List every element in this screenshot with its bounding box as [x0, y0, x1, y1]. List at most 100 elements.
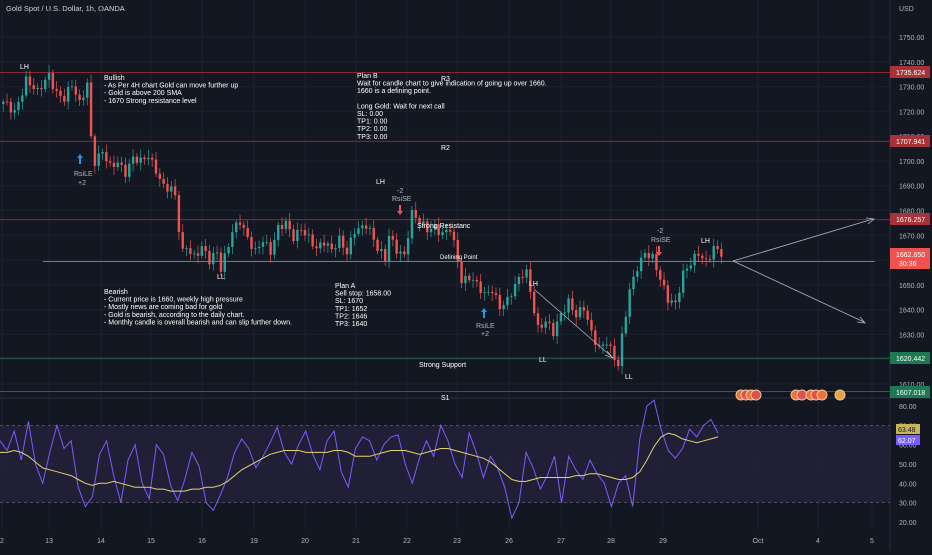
candle-body	[448, 229, 452, 232]
candle-body	[242, 224, 246, 228]
candle-body	[586, 310, 589, 320]
candle	[147, 150, 150, 166]
candle	[212, 246, 215, 271]
candle	[227, 243, 230, 258]
price-tick-label: 1730.00	[899, 85, 924, 92]
lh-marker-3: LH	[529, 281, 538, 288]
bullish-note-line: - 1670 Strong resistance level	[104, 98, 197, 105]
candle	[166, 177, 169, 199]
candle-body	[231, 232, 234, 247]
candle-body	[399, 251, 402, 254]
candle	[540, 317, 544, 333]
candle-body	[108, 161, 112, 163]
candle-body	[181, 232, 184, 249]
candle-body	[66, 87, 70, 102]
candle	[51, 69, 55, 94]
lh-marker-2: LH	[376, 179, 385, 186]
candle-body	[395, 239, 398, 254]
rsi-tick-label: 30.00	[899, 501, 917, 508]
candle-body	[479, 281, 482, 294]
candle-body	[414, 210, 417, 218]
candle	[651, 251, 654, 264]
candle	[448, 222, 452, 236]
candle	[5, 93, 9, 106]
candle	[40, 80, 43, 97]
defining-point-label: Defining Point	[440, 255, 478, 261]
candle	[575, 304, 578, 326]
candle	[678, 286, 681, 309]
candle-body	[277, 225, 280, 240]
candle-body	[529, 269, 532, 292]
candle	[319, 238, 322, 254]
candle	[704, 250, 708, 267]
candle-body	[510, 296, 513, 298]
candle	[261, 236, 265, 255]
ll-marker-3: LL	[625, 374, 633, 381]
candle-body	[662, 279, 666, 286]
candle-body	[429, 228, 433, 233]
candle-body	[471, 279, 475, 281]
candle-body	[655, 254, 658, 271]
candle	[617, 355, 620, 371]
candle	[66, 81, 70, 110]
candle-body	[189, 248, 192, 254]
candle	[452, 226, 456, 248]
candle	[162, 172, 165, 189]
candle-body	[441, 232, 444, 235]
rsi-pane	[0, 399, 890, 520]
candle-body	[666, 285, 670, 303]
candle	[21, 88, 24, 110]
candle-body	[254, 248, 257, 249]
candle-body	[223, 253, 226, 272]
rsi-line	[0, 399, 719, 520]
x-tick-label: Oct	[753, 538, 764, 545]
r3-label: R3	[441, 76, 450, 83]
candle	[330, 235, 333, 254]
candle-body	[494, 293, 498, 295]
candle	[353, 227, 356, 246]
candle	[613, 338, 616, 367]
candle-body	[147, 157, 150, 160]
candle-body	[540, 324, 544, 328]
candle-body	[13, 110, 16, 113]
candle	[475, 275, 479, 287]
candle	[372, 220, 375, 248]
candle	[441, 226, 444, 239]
candle	[487, 285, 490, 296]
candle	[235, 219, 238, 239]
candle-body	[628, 289, 631, 317]
x-tick-label: 29	[659, 538, 667, 545]
candle-body	[685, 268, 689, 271]
svg-text:1676.257: 1676.257	[896, 217, 925, 224]
candle	[510, 293, 513, 305]
candle-body	[9, 101, 13, 113]
svg-text:1735.624: 1735.624	[896, 70, 925, 77]
candle-body	[418, 217, 421, 224]
candle	[552, 319, 555, 341]
candle	[36, 83, 39, 96]
candle	[89, 74, 93, 140]
bullish-note-line: - Gold is above 200 SMA	[104, 90, 182, 97]
candle-body	[555, 321, 559, 337]
candle-body	[315, 246, 318, 249]
candle-body	[193, 253, 196, 255]
svg-text:63.48: 63.48	[898, 427, 916, 434]
candle-body	[44, 79, 47, 90]
plan-b-note-line: Long Gold: Wait for next call	[357, 103, 445, 110]
x-tick-label: 27	[557, 538, 565, 545]
candle	[368, 224, 372, 235]
strong-support-price-tag: 1620.442	[890, 352, 930, 364]
candle	[86, 78, 89, 106]
bearish-note-line: Bearish	[104, 289, 128, 296]
rsi-ma-value-tag: 63.48	[896, 424, 920, 434]
strong-resistance-label: Strong Resistanc	[417, 223, 471, 230]
candle-body	[380, 248, 383, 252]
candle	[154, 152, 158, 177]
bullish-note-line: Bullish	[104, 75, 125, 82]
plan-b-note-line: TP3: 0.00	[357, 134, 387, 141]
candle	[701, 252, 704, 265]
candle-body	[571, 298, 574, 311]
x-tick-label: 22	[403, 538, 411, 545]
